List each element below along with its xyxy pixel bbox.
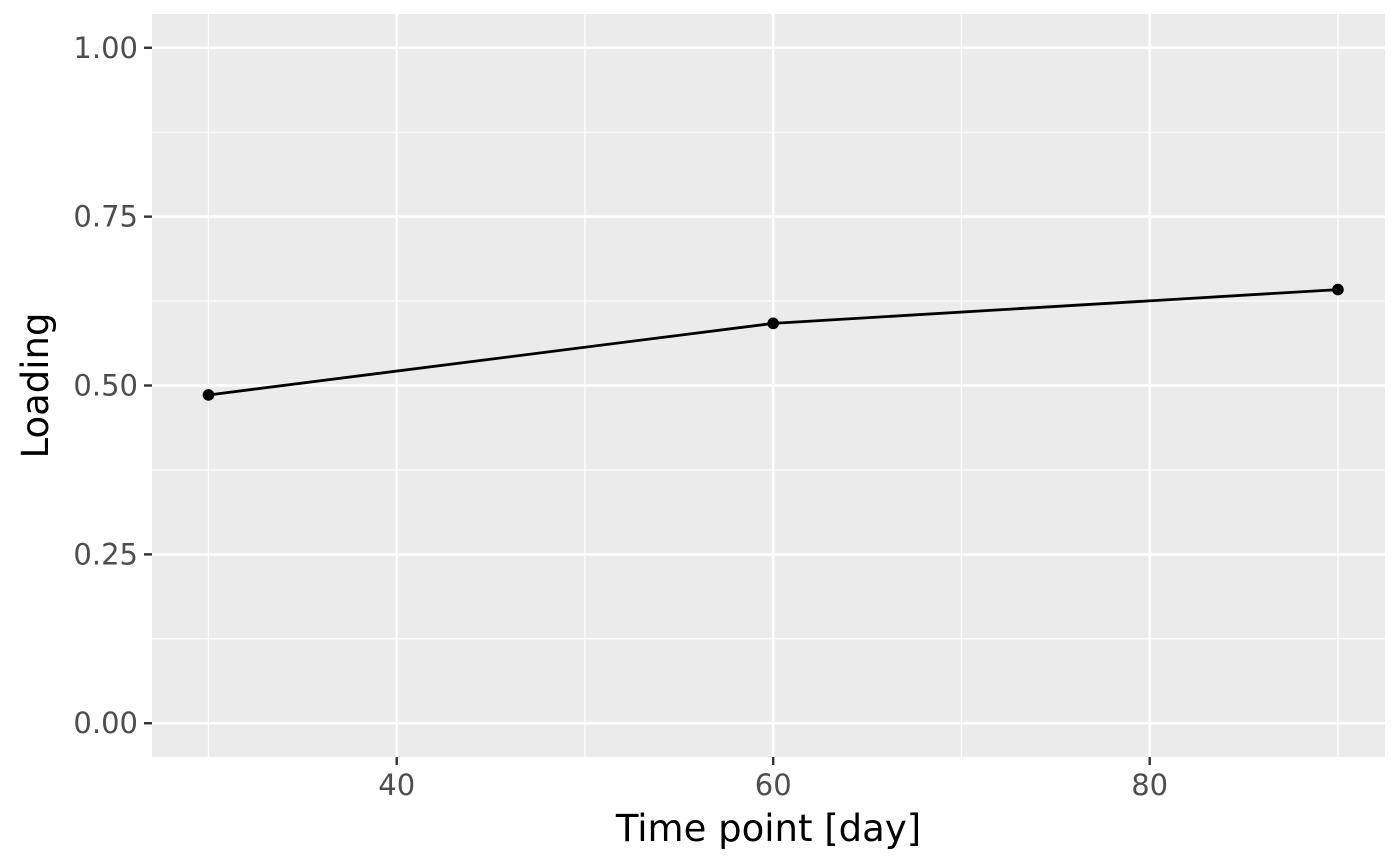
data-series (202, 283, 1344, 401)
y-axis-title: Loading (14, 313, 57, 459)
y-tick-label: 0.25 (73, 537, 138, 571)
data-point (1332, 283, 1344, 296)
x-tick-label: 80 (1131, 768, 1168, 802)
y-tick-label: 0.00 (73, 706, 138, 740)
y-tick-label: 0.50 (73, 369, 138, 403)
x-axis-title: Time point [day] (615, 807, 921, 850)
y-axis: 0.00 0.25 0.50 0.75 1.00 (73, 31, 152, 740)
data-point (767, 317, 780, 330)
y-tick-label: 0.75 (73, 200, 138, 234)
x-tick-label: 60 (755, 768, 792, 802)
x-axis: 40 60 80 (378, 757, 1168, 802)
major-gridlines (152, 14, 1385, 757)
y-tick-label: 1.00 (73, 31, 138, 65)
x-tick-label: 40 (378, 768, 415, 802)
data-point (202, 389, 215, 401)
